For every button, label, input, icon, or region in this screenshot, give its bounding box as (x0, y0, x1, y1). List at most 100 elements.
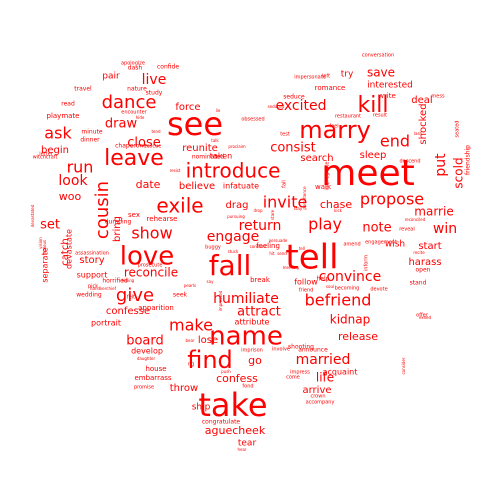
word-117: dumping (105, 219, 132, 226)
word-5: name (209, 322, 283, 352)
word-84: attribute (235, 318, 270, 327)
word-188: persistence (302, 186, 307, 210)
word-132: inform (364, 255, 370, 271)
word-124: witchcraft (33, 155, 58, 161)
word-130: result (373, 113, 387, 119)
word-87: taken (210, 152, 232, 161)
word-153: hide (136, 115, 145, 120)
word-162: accompany (306, 400, 335, 406)
word-62: deal (411, 95, 432, 106)
word-181: talk (211, 138, 219, 143)
word-68: harass (408, 257, 441, 268)
word-157: friend (299, 288, 314, 294)
word-58: shocked (418, 103, 429, 144)
word-116: nominated (192, 154, 225, 161)
word-55: confesse (106, 306, 150, 317)
word-61: believe (179, 181, 215, 192)
word-118: chaperone (115, 143, 147, 150)
word-2: tell (285, 238, 338, 278)
word-105: minute (81, 129, 102, 136)
word-98: apparition (138, 304, 174, 312)
word-33: look (58, 173, 88, 189)
word-138: fall (282, 180, 288, 188)
word-0: meet (321, 153, 414, 194)
word-172: devastated (30, 204, 35, 227)
word-54: go (248, 354, 262, 367)
word-114: horrified (102, 278, 127, 285)
word-46: attract (237, 305, 281, 320)
word-159: devote (370, 287, 387, 293)
word-7: love (120, 242, 175, 272)
word-169: hear (237, 447, 246, 452)
word-193: send (277, 251, 287, 256)
word-59: begin (41, 145, 69, 156)
word-13: cousin (92, 181, 113, 239)
word-79: follow (294, 278, 318, 287)
word-106: dinner (80, 137, 100, 144)
word-29: convince (319, 269, 382, 285)
word-81: support (77, 271, 108, 280)
word-128: feel (329, 124, 338, 130)
word-170: daughter (137, 356, 156, 361)
word-48: release (338, 330, 378, 343)
word-129: restaurant (335, 114, 361, 120)
word-103: travel (74, 86, 92, 93)
word-165: lash (414, 131, 423, 136)
word-139: pick (88, 284, 98, 290)
word-52: chase (320, 198, 352, 211)
word-4: see (167, 105, 223, 143)
word-73: interested (367, 81, 413, 91)
word-37: consist (270, 141, 316, 156)
word-99: confide (157, 64, 179, 71)
word-38: marrie (414, 205, 453, 219)
word-166: reconciled (405, 217, 426, 222)
word-28: engage (207, 229, 259, 245)
word-23: run (67, 158, 94, 177)
word-20: end (380, 132, 410, 151)
word-56: sleep (360, 150, 387, 161)
word-91: break (250, 276, 271, 284)
word-1: take (198, 386, 267, 424)
word-102: nature (127, 86, 147, 93)
word-34: live (142, 72, 167, 88)
word-178: stuck (228, 249, 239, 254)
word-107: seduce (283, 94, 305, 101)
word-161: exiled (419, 315, 431, 320)
word-148: test (280, 132, 290, 138)
word-125: encounter (121, 110, 147, 116)
word-150: offer (416, 313, 429, 319)
word-184: stare (270, 209, 275, 220)
word-186: soul (326, 284, 334, 289)
word-176: resist (170, 168, 181, 173)
word-183: seduced (268, 104, 285, 109)
word-95: walk (315, 183, 332, 191)
word-198: felt (127, 295, 135, 301)
word-92: playmate (47, 112, 80, 120)
word-179: confront (250, 244, 267, 249)
word-32: win (433, 221, 457, 237)
word-100: study (146, 90, 163, 97)
word-155: say (207, 279, 215, 284)
word-110: open (416, 267, 431, 274)
word-96: feeling (256, 242, 280, 250)
word-195: tell (299, 246, 305, 251)
word-78: pair (102, 72, 120, 82)
word-76: tear (238, 439, 257, 449)
word-191: stay (294, 206, 303, 211)
word-82: separate (41, 247, 50, 282)
word-31: put (433, 153, 449, 177)
word-147: letter (39, 152, 53, 158)
word-142: mess (431, 94, 445, 100)
word-11: kill (357, 93, 388, 118)
word-145: prosecute (138, 263, 163, 269)
word-109: stand (410, 280, 427, 287)
word-83: devastate (65, 229, 74, 269)
word-39: note (362, 221, 391, 236)
word-141: descend (399, 159, 420, 165)
word-108: sex (128, 211, 140, 219)
word-22: excited (276, 98, 327, 114)
word-104: read (61, 101, 75, 108)
word-182: proclaim (228, 144, 245, 149)
word-177: buggy (205, 245, 221, 251)
